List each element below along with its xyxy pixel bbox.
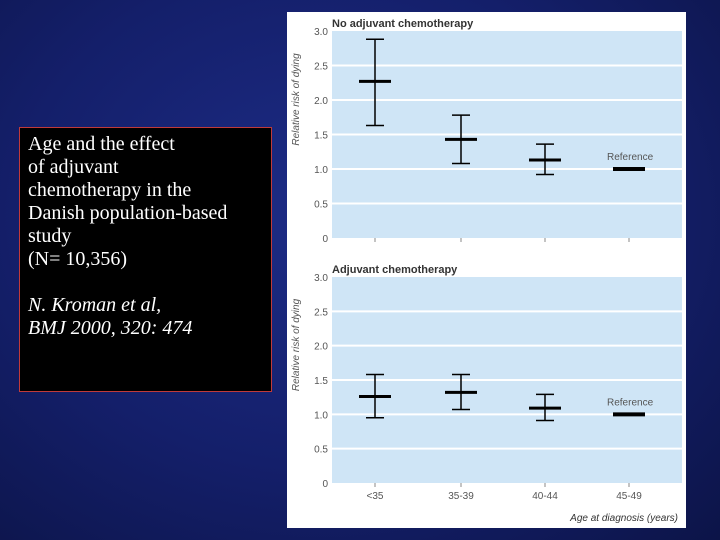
y-tick-label: 1.0 <box>314 410 328 421</box>
citation-line: N. Kroman et al, <box>28 294 162 316</box>
caption-line: of adjuvant <box>28 156 119 178</box>
caption-line: chemotherapy in the <box>28 179 192 201</box>
y-tick-label: 3.0 <box>314 273 328 284</box>
reference-label: Reference <box>607 397 654 408</box>
x-axis-title: Age at diagnosis (years) <box>569 513 678 524</box>
y-tick-label: 1.5 <box>314 131 328 142</box>
y-tick-label: 3.0 <box>314 27 328 38</box>
panel-title: No adjuvant chemotherapy <box>332 18 474 30</box>
y-tick-label: 0 <box>322 234 328 245</box>
y-tick-label: 2.0 <box>314 96 328 107</box>
caption-box: Age and the effect of adjuvant chemother… <box>19 127 272 392</box>
panel-title: Adjuvant chemotherapy <box>332 264 458 276</box>
chart-panel-1: 0 0.5 1.0 1.5 2.0 2.5 3.0 No adjuvant chemother… <box>291 18 682 245</box>
y-tick-label: 0.5 <box>314 445 328 456</box>
x-tick-label: 45-49 <box>616 491 642 502</box>
y-tick-label: 2.5 <box>314 62 328 73</box>
figure-panel: 0 0.5 1.0 1.5 2.0 2.5 3.0 No adjuvant chemother… <box>287 12 686 528</box>
reference-label: Reference <box>607 152 654 163</box>
caption-line: (N= 10,356) <box>28 248 128 270</box>
y-tick-label: 2.5 <box>314 307 328 318</box>
figure-svg: 0 0.5 1.0 1.5 2.0 2.5 3.0 No adjuvant chemother… <box>291 18 682 524</box>
caption-spacer <box>28 271 271 294</box>
x-tick-label: <35 <box>367 491 384 502</box>
y-tick-label: 0 <box>322 479 328 490</box>
caption-line: Danish population-based <box>28 202 228 224</box>
y-tick-label: 2.0 <box>314 342 328 353</box>
y-axis-title: Relative risk of dying <box>291 298 302 391</box>
x-tick-label: 40-44 <box>532 491 558 502</box>
y-tick-label: 1.0 <box>314 165 328 176</box>
citation-line: BMJ 2000, 320: 474 <box>28 317 193 339</box>
caption-line: study <box>28 225 72 247</box>
chart-panel-2: 0 0.5 1.0 1.5 2.0 2.5 3.0 Adjuvant chemotherapy… <box>291 264 682 524</box>
x-tick-label: 35-39 <box>448 491 474 502</box>
y-tick-label: 1.5 <box>314 376 328 387</box>
y-tick-label: 0.5 <box>314 200 328 211</box>
y-axis-title: Relative risk of dying <box>291 53 302 146</box>
caption-line: Age and the effect <box>28 133 175 155</box>
